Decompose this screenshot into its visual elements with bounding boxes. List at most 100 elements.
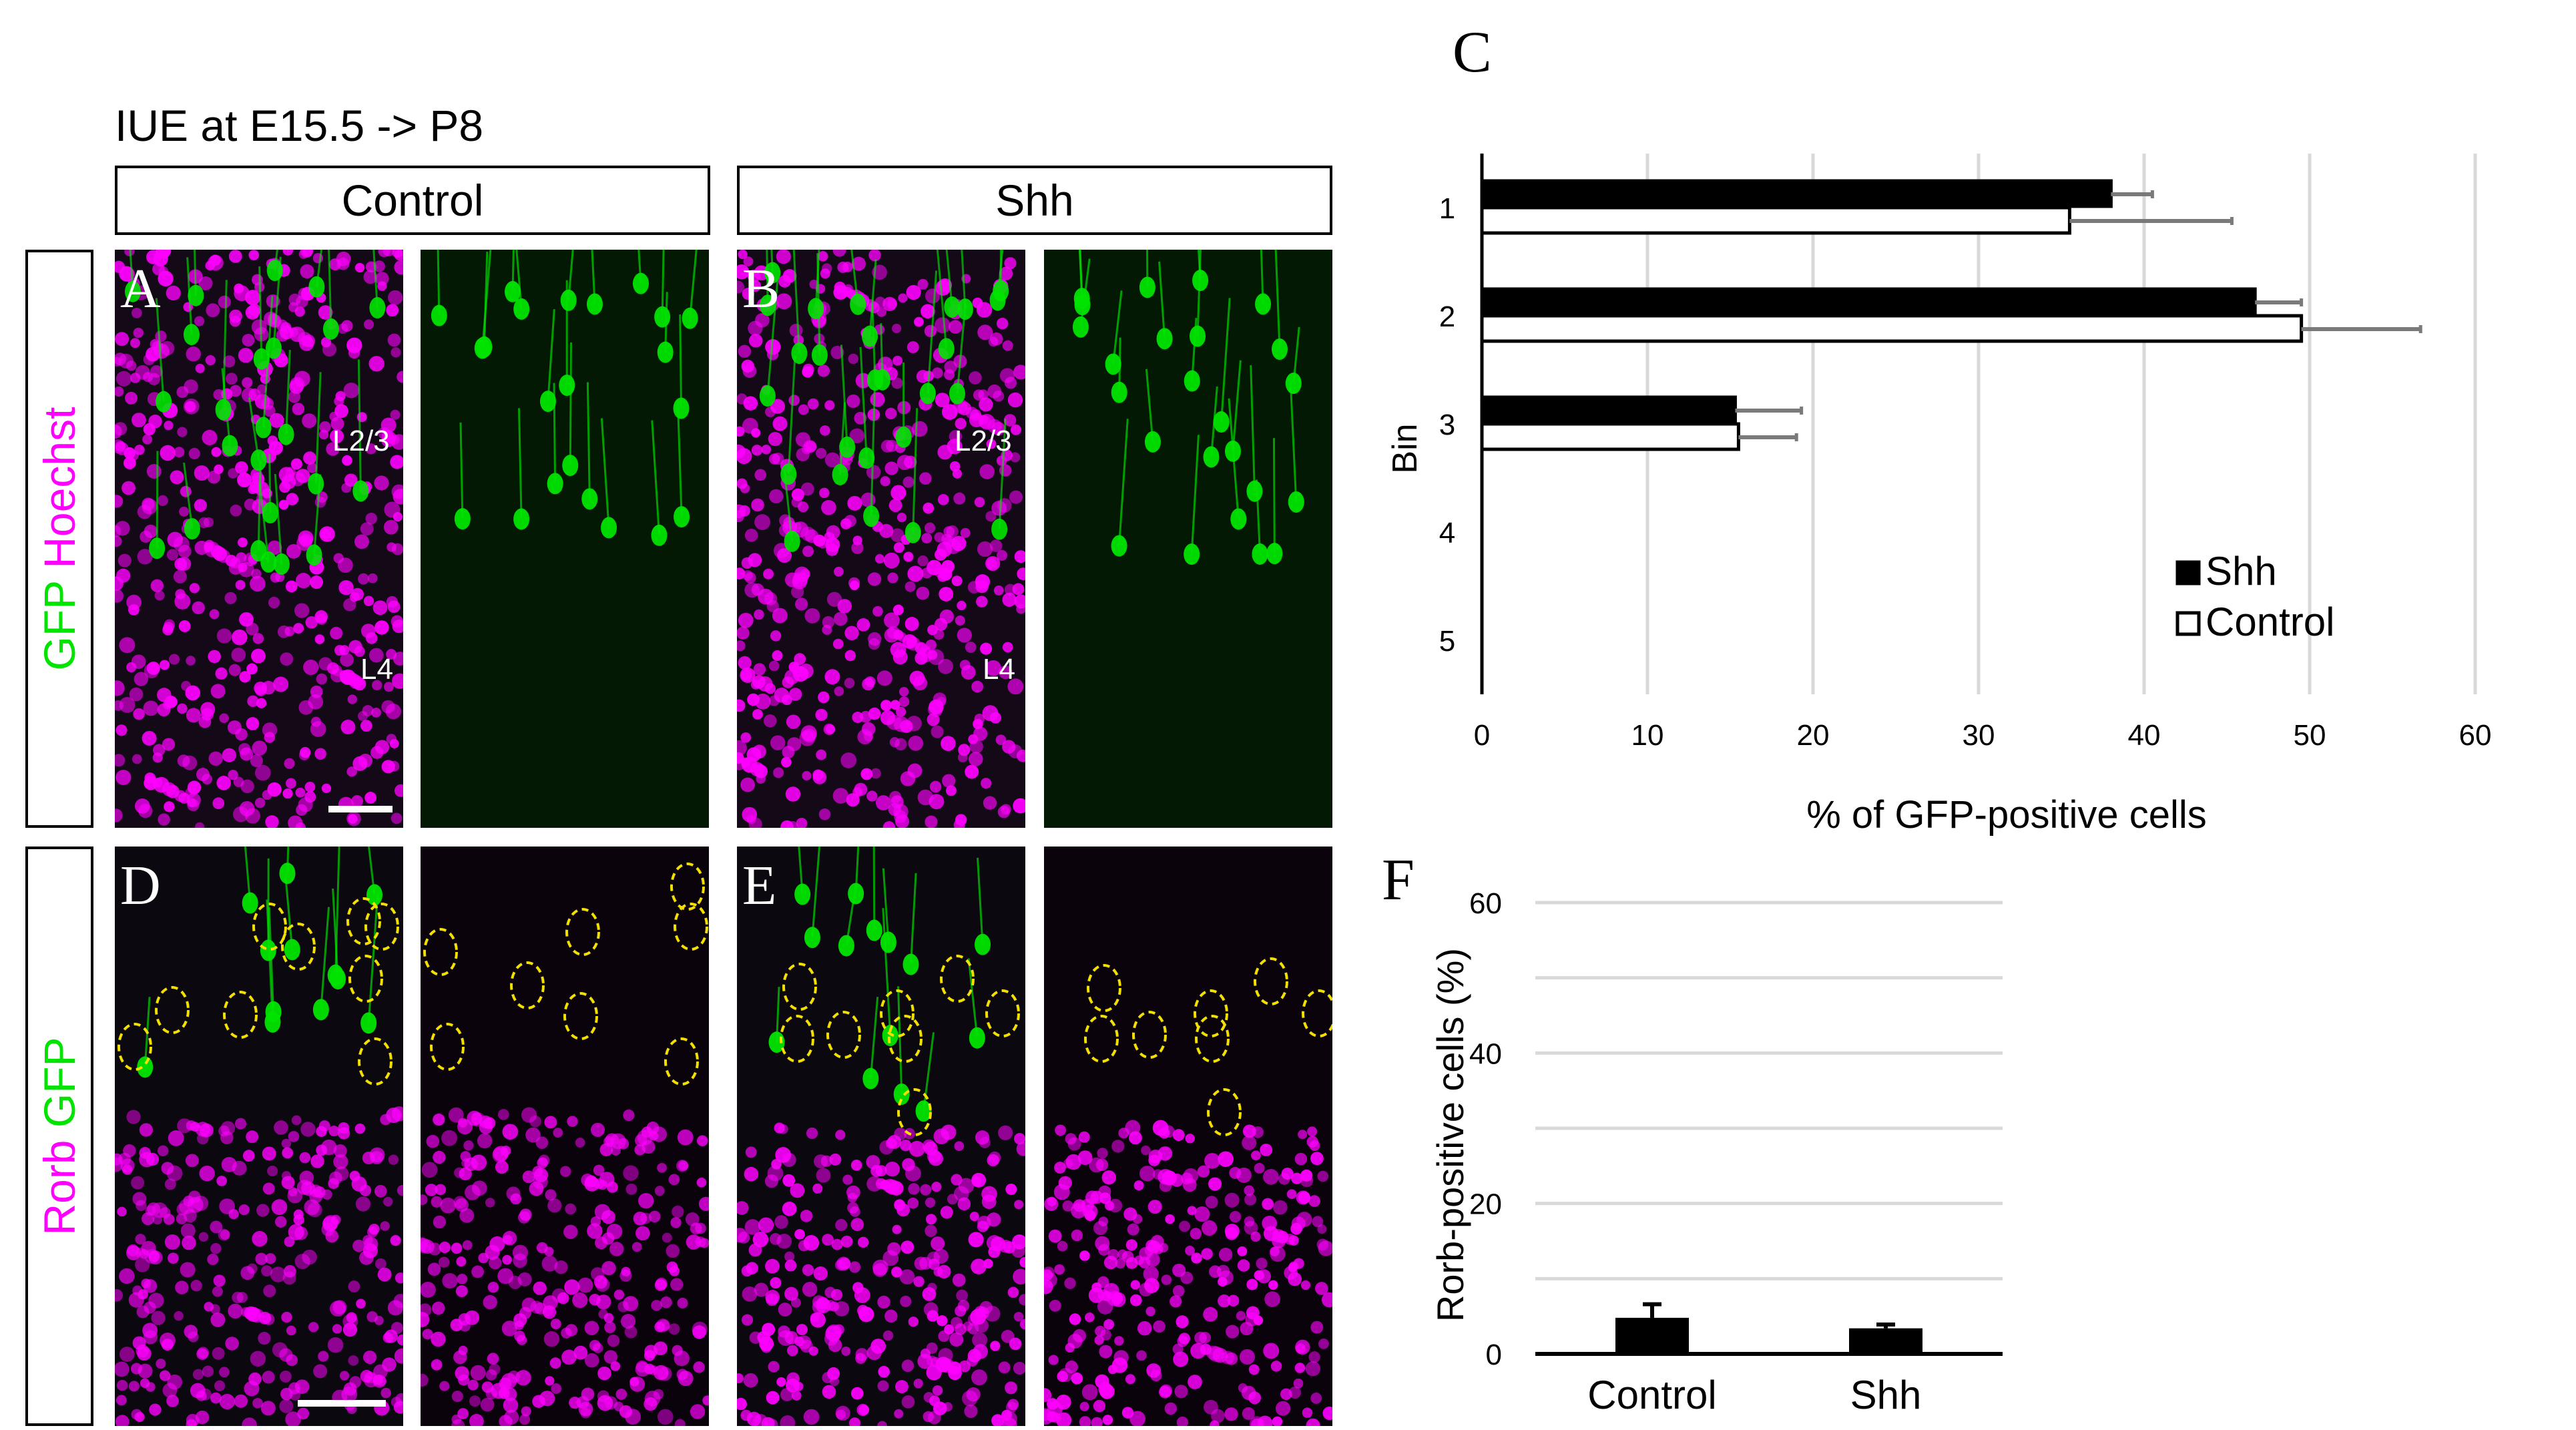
layer-label-a-lower: L4: [360, 653, 393, 686]
nucleus: [737, 1397, 747, 1411]
nucleus: [778, 1325, 790, 1338]
nucleus: [231, 648, 246, 662]
nucleus: [756, 774, 766, 784]
nucleus: [1190, 1228, 1202, 1240]
layer-label-b-lower: L4: [983, 653, 1015, 686]
nucleus: [941, 559, 955, 573]
nucleus: [292, 403, 305, 415]
nucleus: [1263, 1343, 1280, 1359]
nucleus: [913, 676, 928, 691]
nucleus: [672, 1345, 683, 1357]
nucleus: [286, 1325, 296, 1336]
nucleus: [1115, 1258, 1126, 1269]
nucleus: [1226, 1325, 1240, 1339]
nucleus: [212, 797, 225, 810]
nucleus: [510, 1193, 522, 1205]
nucleus: [302, 1249, 317, 1265]
nucleus: [1244, 1193, 1257, 1206]
nucleus: [956, 1289, 969, 1302]
nucleus: [751, 428, 761, 438]
nucleus: [926, 1365, 942, 1381]
nucleus: [115, 521, 130, 536]
cell-outline: [346, 897, 381, 945]
nucleus: [1111, 1140, 1125, 1153]
gfp-neuron: [513, 298, 530, 320]
nucleus: [926, 1342, 938, 1354]
nucleus: [142, 1212, 155, 1226]
gfp-neuron: [1230, 508, 1247, 530]
nucleus: [1125, 1120, 1141, 1136]
nucleus: [168, 654, 180, 665]
nucleus: [921, 304, 935, 319]
nucleus: [692, 1321, 708, 1338]
cell-outline: [1254, 957, 1288, 1005]
nucleus: [218, 1125, 230, 1137]
nucleus: [794, 598, 808, 611]
nucleus: [964, 1404, 978, 1418]
nucleus: [1218, 1151, 1234, 1168]
nucleus: [886, 714, 903, 730]
nucleus: [955, 1305, 967, 1317]
gfp-neuron: [848, 883, 864, 905]
nucleus: [835, 1130, 846, 1140]
nucleus: [919, 472, 932, 485]
nucleus: [1199, 1332, 1212, 1344]
nucleus: [921, 533, 933, 544]
nucleus: [643, 1350, 656, 1361]
nucleus: [354, 1123, 366, 1134]
nucleus: [822, 1385, 836, 1399]
neurite: [286, 847, 290, 874]
nucleus: [855, 1348, 868, 1361]
nucleus: [633, 1211, 648, 1226]
row-label-bottom-marker2: GFP: [35, 1037, 84, 1128]
nucleus: [236, 552, 247, 563]
neurite: [896, 986, 903, 1095]
neurite: [332, 888, 339, 979]
nucleus: [133, 327, 144, 338]
nucleus: [693, 1361, 705, 1373]
nucleus: [880, 476, 890, 487]
gfp-neuron: [149, 537, 166, 559]
neurite: [839, 402, 846, 475]
nucleus: [1114, 1336, 1124, 1346]
nucleus: [1244, 1185, 1254, 1196]
nucleus: [916, 586, 930, 600]
nucleus: [252, 633, 264, 644]
nucleus: [884, 1162, 900, 1177]
nucleus: [740, 732, 752, 743]
nucleus: [773, 767, 784, 778]
nucleus: [968, 1232, 984, 1248]
nucleus: [115, 680, 125, 696]
nucleus: [181, 680, 192, 691]
nucleus: [851, 541, 864, 554]
nucleus: [148, 414, 162, 429]
nucleus: [252, 1397, 263, 1409]
nucleus: [834, 686, 844, 696]
nucleus: [310, 1154, 324, 1168]
nucleus: [384, 1329, 398, 1343]
nucleus: [835, 1405, 850, 1421]
nucleus: [168, 1130, 184, 1146]
nucleus: [896, 706, 907, 717]
nucleus: [834, 281, 846, 294]
nucleus: [744, 529, 758, 542]
nucleus: [998, 1361, 1011, 1374]
chart-c-x-tick: 20: [1797, 719, 1830, 752]
nucleus: [737, 699, 746, 712]
nucleus: [766, 1391, 780, 1405]
nucleus: [1176, 1416, 1189, 1426]
micrograph-d-merge: [115, 847, 403, 1426]
nucleus: [227, 720, 242, 735]
nucleus: [878, 1365, 890, 1378]
nucleus: [955, 814, 967, 826]
nucleus: [127, 1244, 140, 1256]
nucleus: [1318, 1240, 1332, 1256]
nucleus: [748, 333, 763, 348]
nucleus: [381, 760, 395, 774]
nucleus: [581, 1173, 594, 1187]
chart-c-bar-control: [1480, 206, 2071, 235]
nucleus: [737, 280, 745, 294]
nucleus: [1308, 1195, 1320, 1207]
neurite: [257, 460, 262, 551]
nucleus: [1194, 1206, 1210, 1222]
